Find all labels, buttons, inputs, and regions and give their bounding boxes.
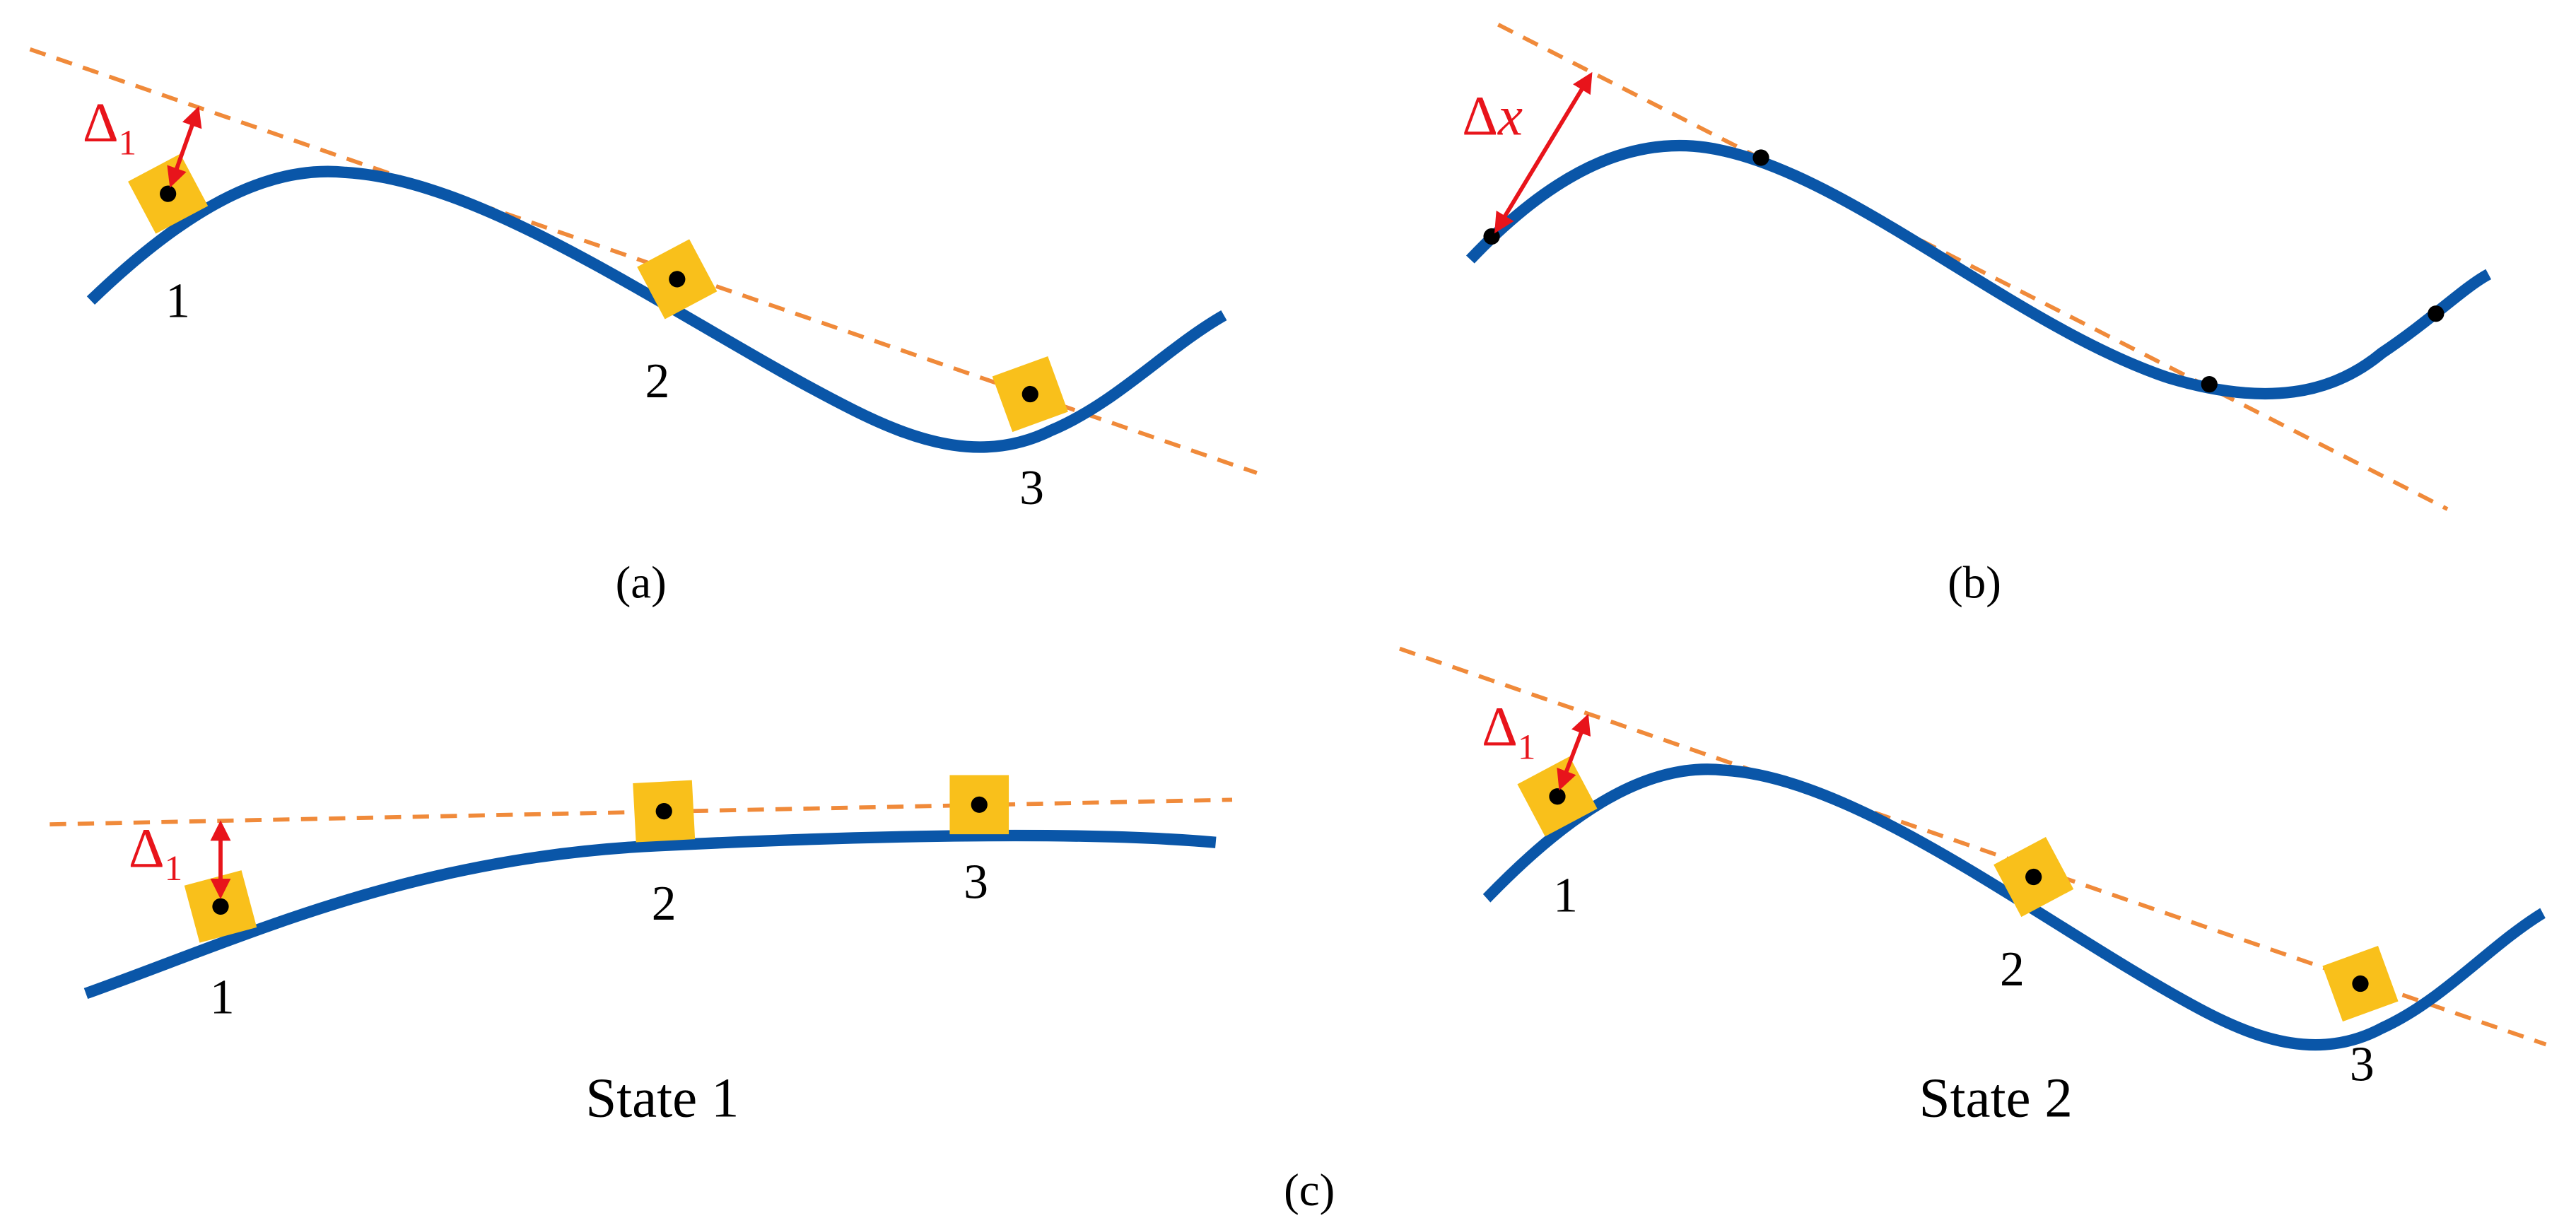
point-label: 3 bbox=[2350, 1038, 2375, 1092]
point-label: 2 bbox=[652, 877, 677, 931]
track-curve bbox=[86, 165, 1227, 453]
point-label: 3 bbox=[964, 855, 988, 910]
tangent-line bbox=[1497, 23, 2449, 511]
offset-arrow bbox=[167, 106, 202, 188]
delta-label: Δ1 bbox=[129, 819, 182, 889]
block bbox=[633, 780, 696, 843]
caption: (b) bbox=[1948, 558, 2001, 609]
block bbox=[1994, 836, 2074, 918]
tangent-line bbox=[29, 47, 1258, 475]
panel-b: Δx (b) bbox=[1462, 23, 2492, 609]
point-label: 1 bbox=[1553, 868, 1578, 922]
point bbox=[2201, 375, 2218, 393]
offset-arrow bbox=[1557, 713, 1591, 791]
caption: (a) bbox=[616, 558, 667, 609]
state-title: State 2 bbox=[1919, 1068, 2073, 1130]
panel-c-state-2: Δ1 1 2 3 State 2 bbox=[1399, 646, 2547, 1130]
block bbox=[949, 775, 1009, 835]
point-label: 1 bbox=[210, 970, 235, 1024]
state-title: State 1 bbox=[585, 1068, 739, 1130]
point-label: 3 bbox=[1019, 461, 1044, 515]
delta-label: Δ1 bbox=[83, 93, 136, 163]
track-curve bbox=[1465, 139, 2492, 400]
caption: (c) bbox=[1284, 1165, 1335, 1216]
delta-label: Δ1 bbox=[1482, 697, 1535, 768]
block bbox=[2322, 945, 2399, 1022]
track-curve bbox=[1482, 763, 2546, 1051]
panel-c-state-1: Δ1 1 2 3 State 1 bbox=[49, 775, 1233, 1130]
point bbox=[1483, 228, 1500, 245]
point-label: 2 bbox=[645, 354, 670, 409]
track-curve bbox=[83, 829, 1217, 1000]
offset-arrow bbox=[1494, 71, 1593, 234]
panel-a: Δ1 1 2 3 (a) bbox=[29, 47, 1258, 609]
block bbox=[184, 870, 257, 943]
block bbox=[1517, 756, 1598, 837]
block bbox=[992, 356, 1068, 433]
point-label: 1 bbox=[165, 274, 190, 328]
delta-label: Δx bbox=[1462, 86, 1523, 147]
point bbox=[2428, 305, 2445, 322]
point-label: 2 bbox=[2000, 942, 2025, 997]
point bbox=[1752, 149, 1769, 166]
block bbox=[637, 239, 718, 320]
